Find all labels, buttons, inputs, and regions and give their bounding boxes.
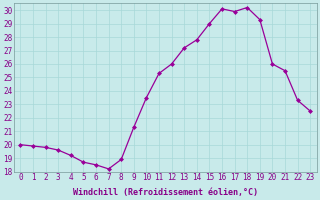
X-axis label: Windchill (Refroidissement éolien,°C): Windchill (Refroidissement éolien,°C)	[73, 188, 258, 197]
